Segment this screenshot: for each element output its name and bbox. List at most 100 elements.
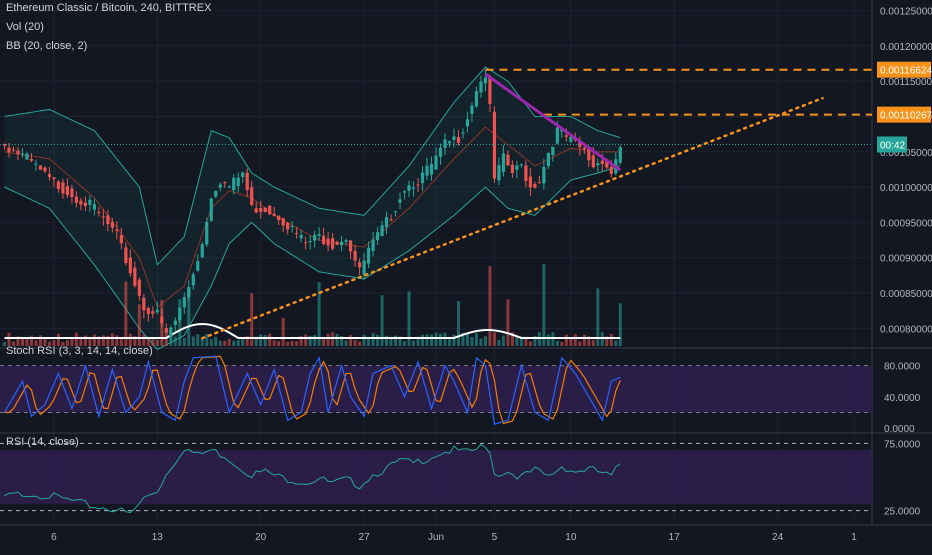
candle-body bbox=[348, 240, 353, 252]
volume-bar bbox=[191, 336, 195, 346]
candle-body bbox=[438, 147, 443, 157]
bollinger-band-fill bbox=[4, 67, 621, 350]
volume-bar bbox=[609, 333, 613, 346]
price-tick-label: 0.00095000 bbox=[880, 218, 932, 229]
volume-bar bbox=[515, 336, 519, 346]
candle-body bbox=[38, 165, 43, 170]
volume-bar bbox=[474, 333, 478, 346]
candle-body bbox=[465, 119, 470, 127]
volume-bar bbox=[362, 334, 366, 346]
volume-bar bbox=[528, 341, 532, 346]
volume-bar bbox=[551, 332, 555, 346]
volume-indicator-label[interactable]: Vol (20) bbox=[6, 21, 44, 33]
volume-bar bbox=[115, 335, 119, 346]
volume-bar bbox=[182, 337, 186, 346]
volume-bar bbox=[205, 334, 209, 346]
volume-bar bbox=[560, 341, 564, 346]
candle-body bbox=[587, 148, 591, 161]
candle-body bbox=[474, 91, 479, 107]
volume-bar bbox=[56, 333, 60, 346]
candle-body bbox=[47, 173, 52, 177]
volume-bar bbox=[569, 338, 573, 346]
candle-body bbox=[25, 153, 29, 160]
volume-bar bbox=[421, 334, 425, 346]
volume-bar bbox=[236, 340, 240, 346]
candle-body bbox=[519, 164, 524, 166]
bollinger-lower-line bbox=[4, 165, 621, 351]
volume-bar bbox=[322, 337, 326, 346]
candle-body bbox=[70, 188, 74, 198]
candle-body bbox=[483, 77, 488, 84]
candle-body bbox=[420, 172, 425, 184]
rsi-tick-label: 75.0000 bbox=[884, 439, 921, 450]
price-label-text: 0.00116624 bbox=[880, 66, 932, 77]
candle-body bbox=[605, 159, 609, 168]
candle-body bbox=[393, 211, 398, 213]
rsi-tick-label: 25.0000 bbox=[884, 507, 921, 518]
volume-bar bbox=[443, 332, 447, 346]
stoch-rsi-label[interactable]: Stoch RSI (3, 3, 14, 14, close) bbox=[6, 345, 153, 357]
volume-bar bbox=[533, 336, 537, 346]
volume-bar bbox=[29, 335, 33, 346]
candle-body bbox=[299, 234, 303, 239]
candle-body bbox=[542, 166, 546, 184]
candle-body bbox=[501, 153, 506, 173]
volume-bar bbox=[542, 264, 546, 346]
volume-bar bbox=[447, 336, 451, 346]
candle-body bbox=[560, 129, 564, 132]
candle-body bbox=[524, 165, 528, 181]
candle-body bbox=[200, 244, 204, 258]
candle-body bbox=[546, 153, 550, 167]
volume-bar bbox=[465, 333, 469, 346]
candle-body bbox=[353, 250, 357, 261]
volume-bar bbox=[385, 335, 389, 346]
candle-body bbox=[510, 164, 515, 173]
candle-body bbox=[308, 241, 312, 243]
candle-body bbox=[564, 135, 568, 137]
candle-body bbox=[456, 137, 461, 144]
candle-body bbox=[618, 147, 622, 163]
candle-body bbox=[416, 184, 420, 186]
candle-body bbox=[169, 327, 173, 337]
candle-body bbox=[317, 234, 321, 236]
volume-bar bbox=[573, 334, 577, 346]
volume-bar bbox=[106, 336, 110, 346]
bollinger-indicator-label[interactable]: BB (20, close, 2) bbox=[6, 40, 88, 52]
candle-body bbox=[488, 76, 492, 104]
candle-body bbox=[582, 147, 586, 150]
candle-body bbox=[555, 127, 559, 144]
volume-bar bbox=[200, 338, 204, 346]
volume-bar bbox=[488, 266, 492, 346]
price-tick-label: 0.00105000 bbox=[880, 148, 932, 159]
volume-bar bbox=[20, 338, 24, 346]
candle-body bbox=[245, 172, 249, 191]
rsi-label[interactable]: RSI (14, close) bbox=[6, 436, 79, 448]
volume-bar bbox=[403, 341, 407, 346]
volume-bar bbox=[335, 333, 339, 346]
candle-body bbox=[173, 320, 177, 325]
volume-bar bbox=[506, 299, 510, 346]
volume-bar bbox=[461, 332, 465, 346]
candle-body bbox=[61, 182, 65, 194]
candle-body bbox=[142, 297, 146, 311]
symbol-title[interactable]: Ethereum Classic / Bitcoin, 240, BITTREX bbox=[6, 2, 212, 14]
volume-bar bbox=[313, 335, 317, 346]
volume-bar bbox=[146, 339, 150, 346]
candle-body bbox=[182, 297, 186, 308]
candle-body bbox=[155, 309, 159, 313]
candle-body bbox=[340, 241, 344, 246]
candle-body bbox=[110, 222, 114, 228]
volume-bar bbox=[416, 336, 420, 346]
volume-bar bbox=[97, 336, 101, 346]
candle-body bbox=[160, 316, 164, 324]
bollinger-basis-line bbox=[4, 126, 621, 308]
volume-bar bbox=[344, 340, 348, 346]
candle-body bbox=[304, 242, 308, 244]
candle-body bbox=[196, 261, 200, 271]
volume-bar bbox=[425, 334, 429, 346]
volume-bar bbox=[578, 341, 582, 346]
volume-bar bbox=[47, 341, 51, 346]
volume-bar bbox=[281, 317, 285, 346]
